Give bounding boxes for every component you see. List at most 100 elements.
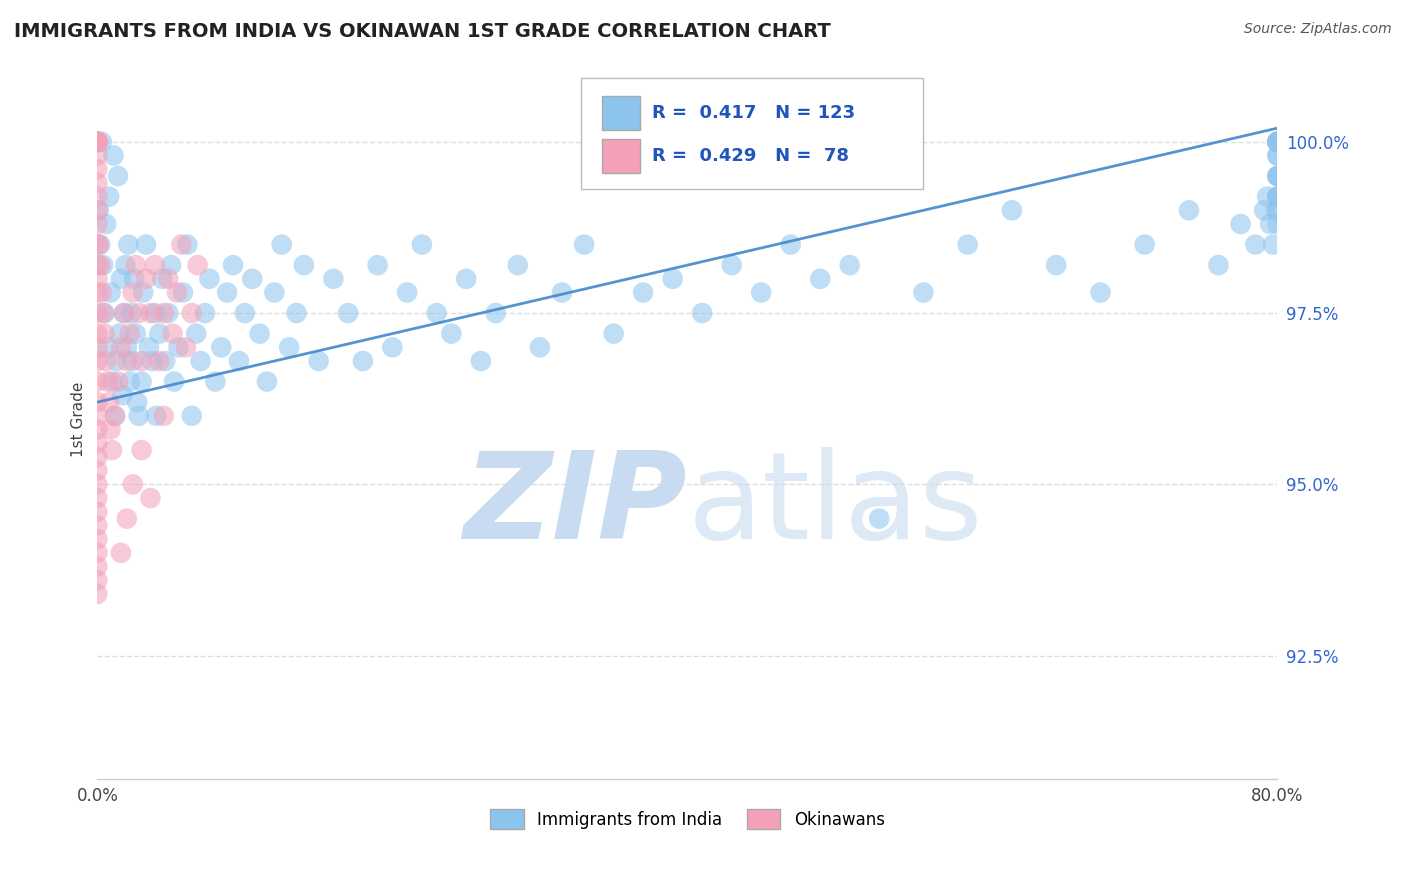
Point [86, 135, 108, 149]
Text: atlas: atlas [688, 447, 983, 564]
Point [96, 354, 118, 368]
Point [115, 354, 138, 368]
Point [322, 272, 344, 286]
Point [148, 326, 170, 341]
Point [115, 511, 138, 525]
Point [86, 559, 108, 574]
Point [278, 340, 301, 354]
Point [352, 354, 374, 368]
Point [1267, 169, 1289, 183]
Point [426, 306, 449, 320]
Point [1267, 135, 1289, 149]
Point [120, 306, 142, 320]
Point [93, 326, 115, 341]
Point [101, 375, 124, 389]
Point [86, 162, 108, 177]
Point [86, 135, 108, 149]
Point [87, 237, 110, 252]
Point [86, 285, 108, 300]
Point [118, 375, 141, 389]
Point [292, 258, 315, 272]
Point [86, 135, 108, 149]
Text: R =  0.417   N = 123: R = 0.417 N = 123 [652, 103, 855, 122]
Point [86, 375, 108, 389]
Point [97, 375, 120, 389]
Point [100, 285, 122, 300]
Point [720, 258, 742, 272]
Point [93, 306, 115, 320]
Point [838, 258, 860, 272]
FancyBboxPatch shape [581, 78, 924, 189]
Point [187, 258, 209, 272]
FancyBboxPatch shape [602, 95, 640, 130]
Point [86, 148, 108, 162]
Point [131, 443, 153, 458]
Point [131, 354, 153, 368]
Point [90, 285, 112, 300]
Point [1267, 135, 1289, 149]
Point [180, 306, 202, 320]
Point [1267, 135, 1289, 149]
Point [170, 237, 193, 252]
Point [506, 258, 529, 272]
Point [112, 306, 135, 320]
Point [1267, 217, 1289, 231]
Point [209, 340, 232, 354]
Point [98, 189, 121, 203]
Point [485, 306, 508, 320]
Point [270, 237, 292, 252]
Point [86, 491, 108, 505]
Point [163, 375, 186, 389]
Point [337, 306, 360, 320]
Point [86, 532, 108, 546]
Point [86, 505, 108, 519]
Point [115, 340, 138, 354]
Point [1267, 135, 1289, 149]
Point [86, 135, 108, 149]
Point [127, 395, 149, 409]
Point [101, 443, 124, 458]
Point [249, 326, 271, 341]
Point [198, 272, 221, 286]
Point [1267, 135, 1289, 149]
Point [162, 326, 184, 341]
Point [155, 354, 177, 368]
Point [105, 354, 128, 368]
Point [602, 326, 624, 341]
Point [97, 340, 120, 354]
Point [121, 477, 143, 491]
Point [204, 375, 226, 389]
Point [440, 326, 463, 341]
Point [86, 464, 108, 478]
Point [107, 169, 129, 183]
Point [1261, 237, 1284, 252]
Point [176, 237, 198, 252]
Point [125, 326, 148, 341]
Point [779, 237, 801, 252]
Point [86, 574, 108, 588]
Point [1045, 258, 1067, 272]
Point [186, 326, 208, 341]
Text: Source: ZipAtlas.com: Source: ZipAtlas.com [1244, 22, 1392, 37]
Point [194, 306, 217, 320]
Point [100, 423, 122, 437]
Point [86, 340, 108, 354]
Point [89, 258, 111, 272]
Point [86, 135, 108, 149]
Point [86, 546, 108, 560]
Point [1267, 189, 1289, 203]
Point [89, 237, 111, 252]
Point [86, 135, 108, 149]
Point [86, 450, 108, 464]
Point [117, 237, 139, 252]
Point [86, 477, 108, 491]
Point [160, 258, 183, 272]
Point [1258, 217, 1281, 231]
Point [1267, 135, 1289, 149]
Point [367, 258, 389, 272]
Point [150, 272, 173, 286]
Point [456, 272, 478, 286]
Point [145, 409, 167, 423]
Point [86, 189, 108, 203]
Point [157, 272, 180, 286]
